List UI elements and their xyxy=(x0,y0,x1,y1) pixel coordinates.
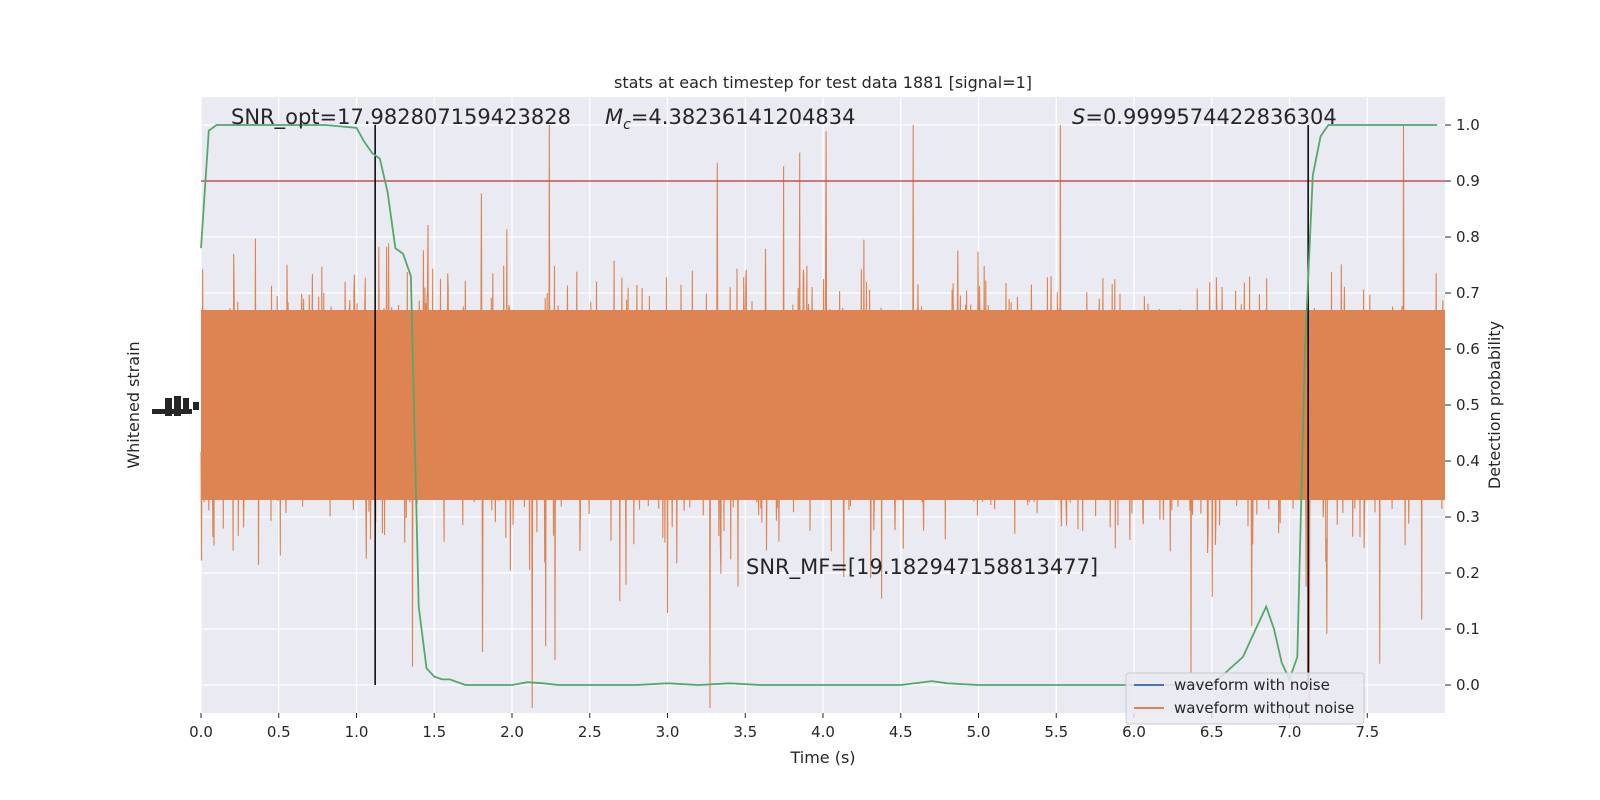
x-axis-ticks: 0.0 0.5 1.0 1.5 2.0 2.5 3.0 3.5 4.0 4.5 5.0 5.5 6.0 6… xyxy=(189,713,1379,741)
annotation-snr-mf: SNR_MF=[19.182947158813477] xyxy=(746,555,1098,580)
y-right-tick-label-2: 0.2 xyxy=(1456,564,1480,582)
y-right-tick-label-4: 0.4 xyxy=(1456,452,1480,470)
y-right-tick-label-9: 0.9 xyxy=(1456,172,1480,190)
event-marker-lines xyxy=(374,125,1309,685)
x-tick-label-0: 0.0 xyxy=(189,723,213,741)
left-axis-ticks xyxy=(152,396,199,416)
y-right-tick-label-7: 0.7 xyxy=(1456,284,1480,302)
x-tick-label-1: 0.5 xyxy=(267,723,291,741)
y-right-tick-label-0: 0.0 xyxy=(1456,676,1480,694)
x-tick-label-11: 5.5 xyxy=(1044,723,1068,741)
x-tick-label-9: 4.5 xyxy=(889,723,913,741)
y-right-tick-label-3: 0.3 xyxy=(1456,508,1480,526)
strain-waveform-without-noise xyxy=(200,124,1446,709)
annotation-chirp-mass: Mc=4.38236141204834 xyxy=(605,105,856,133)
x-tick-label-13: 6.5 xyxy=(1200,723,1224,741)
legend-box xyxy=(1125,672,1365,725)
y-right-tick-label-10: 1.0 xyxy=(1456,116,1480,134)
y-right-tick-label-1: 0.1 xyxy=(1456,620,1480,638)
x-tick-label-10: 5.0 xyxy=(967,723,991,741)
x-tick-label-2: 1.0 xyxy=(345,723,369,741)
x-axis-label: Time (s) xyxy=(789,748,855,767)
x-tick-label-3: 1.5 xyxy=(422,723,446,741)
x-tick-label-5: 2.5 xyxy=(578,723,602,741)
x-tick-label-15: 7.5 xyxy=(1355,723,1379,741)
strain-trace xyxy=(200,124,1446,709)
y-right-tick-label-6: 0.6 xyxy=(1456,340,1480,358)
annotation-statistic: S=0.9999574422836304 xyxy=(1072,105,1337,129)
y-right-axis-ticks: 0.0 0.1 0.2 0.3 0.4 0.5 0.6 0.7 0.8 0.9 1.0 xyxy=(1445,116,1480,694)
legend: waveform with noise waveform without noi… xyxy=(1125,672,1365,725)
detection-probability-line xyxy=(200,124,1438,686)
x-tick-label-8: 4.0 xyxy=(811,723,835,741)
legend-label-without-noise: waveform without noise xyxy=(1174,699,1354,717)
y-right-tick-label-5: 0.5 xyxy=(1456,396,1480,414)
x-tick-label-4: 2.0 xyxy=(500,723,524,741)
x-tick-label-7: 3.5 xyxy=(733,723,757,741)
legend-label-with-noise: waveform with noise xyxy=(1174,676,1330,694)
y-right-tick-label-8: 0.8 xyxy=(1456,228,1480,246)
annotation-snr-opt: SNR_opt=17.982807159423828 xyxy=(231,105,571,130)
y-left-axis-label: Whitened strain xyxy=(124,341,143,468)
chart-title: stats at each timestep for test data 188… xyxy=(614,73,1032,92)
x-tick-label-14: 7.0 xyxy=(1278,723,1302,741)
y-right-axis-label: Detection probability xyxy=(1485,321,1504,489)
x-tick-label-12: 6.0 xyxy=(1122,723,1146,741)
x-tick-label-6: 3.0 xyxy=(656,723,680,741)
